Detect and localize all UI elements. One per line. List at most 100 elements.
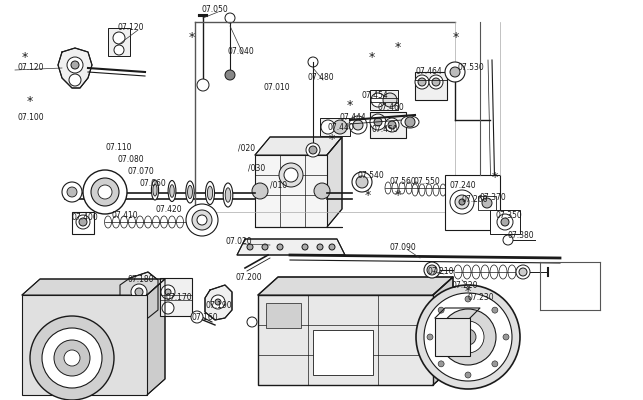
- Circle shape: [284, 168, 298, 182]
- Circle shape: [356, 176, 368, 188]
- Text: 07.530: 07.530: [458, 64, 485, 72]
- Bar: [490, 210, 520, 234]
- Polygon shape: [22, 279, 165, 295]
- Circle shape: [262, 244, 268, 250]
- Text: 07.180: 07.180: [128, 276, 154, 284]
- Bar: [266, 303, 301, 328]
- Text: 07.220: 07.220: [452, 280, 478, 290]
- Circle shape: [114, 45, 124, 55]
- Bar: [255, 155, 327, 227]
- Text: 07.090: 07.090: [390, 244, 417, 252]
- Bar: [370, 90, 398, 110]
- Ellipse shape: [208, 186, 213, 200]
- Ellipse shape: [153, 184, 157, 196]
- Circle shape: [516, 265, 530, 279]
- Polygon shape: [433, 277, 453, 385]
- Ellipse shape: [412, 184, 418, 196]
- Text: 07.444: 07.444: [340, 114, 367, 122]
- Circle shape: [71, 61, 79, 69]
- Circle shape: [67, 187, 77, 197]
- Text: 07.550: 07.550: [413, 178, 440, 186]
- Ellipse shape: [433, 184, 439, 196]
- Circle shape: [492, 307, 498, 313]
- Circle shape: [450, 190, 474, 214]
- Ellipse shape: [454, 265, 462, 279]
- Polygon shape: [120, 272, 158, 318]
- Circle shape: [438, 361, 444, 367]
- Circle shape: [333, 120, 347, 134]
- Text: 07.210: 07.210: [428, 268, 455, 276]
- Ellipse shape: [426, 184, 432, 196]
- Text: *: *: [347, 98, 353, 112]
- Bar: [72, 212, 94, 234]
- Circle shape: [429, 75, 443, 89]
- Circle shape: [450, 67, 460, 77]
- Circle shape: [309, 146, 317, 154]
- Circle shape: [416, 285, 520, 389]
- Circle shape: [424, 293, 512, 381]
- Circle shape: [383, 93, 397, 107]
- Polygon shape: [58, 48, 92, 88]
- Ellipse shape: [145, 216, 152, 228]
- Ellipse shape: [490, 265, 498, 279]
- Text: 07.540: 07.540: [358, 170, 385, 180]
- Ellipse shape: [225, 188, 231, 202]
- Circle shape: [197, 215, 207, 225]
- Circle shape: [247, 317, 257, 327]
- Circle shape: [277, 244, 283, 250]
- Ellipse shape: [399, 182, 405, 194]
- Text: *: *: [369, 52, 375, 64]
- Ellipse shape: [440, 184, 446, 196]
- Bar: [22, 295, 147, 395]
- Ellipse shape: [413, 182, 419, 194]
- Circle shape: [427, 334, 433, 340]
- Circle shape: [30, 316, 114, 400]
- Circle shape: [98, 185, 112, 199]
- Circle shape: [371, 93, 385, 107]
- Circle shape: [503, 334, 509, 340]
- Circle shape: [317, 244, 323, 250]
- Text: *: *: [365, 188, 371, 202]
- Text: *: *: [465, 286, 471, 298]
- Circle shape: [131, 284, 147, 300]
- Circle shape: [329, 244, 335, 250]
- Bar: [160, 278, 192, 316]
- Text: /010: /010: [270, 180, 287, 190]
- Text: *: *: [22, 52, 28, 64]
- Circle shape: [42, 328, 102, 388]
- Ellipse shape: [463, 265, 471, 279]
- Circle shape: [349, 116, 367, 134]
- Circle shape: [308, 57, 318, 67]
- Ellipse shape: [176, 216, 183, 228]
- Circle shape: [76, 215, 90, 229]
- Circle shape: [64, 350, 80, 366]
- Circle shape: [445, 62, 465, 82]
- Text: 07.464: 07.464: [415, 68, 442, 76]
- Circle shape: [211, 295, 225, 309]
- Text: /030: /030: [248, 164, 266, 172]
- Circle shape: [438, 307, 444, 313]
- Text: 07.440: 07.440: [328, 124, 355, 132]
- Text: 07.370: 07.370: [480, 194, 507, 202]
- Circle shape: [67, 57, 83, 73]
- Ellipse shape: [151, 180, 159, 200]
- Ellipse shape: [188, 185, 192, 198]
- Text: 07.060: 07.060: [140, 180, 167, 188]
- Text: *: *: [189, 32, 195, 44]
- Circle shape: [497, 214, 513, 230]
- Text: 07.120: 07.120: [18, 64, 44, 72]
- Polygon shape: [435, 308, 480, 318]
- Text: 07.260: 07.260: [462, 196, 489, 204]
- Ellipse shape: [170, 185, 174, 197]
- Circle shape: [460, 329, 476, 345]
- Circle shape: [418, 78, 426, 86]
- Text: /020: /020: [238, 144, 255, 152]
- Ellipse shape: [419, 184, 425, 196]
- Text: 07.560: 07.560: [390, 178, 417, 186]
- Text: 07.450: 07.450: [372, 126, 399, 134]
- Bar: [313, 330, 373, 375]
- Text: 07.080: 07.080: [118, 156, 145, 164]
- Circle shape: [370, 114, 386, 130]
- Circle shape: [135, 288, 143, 296]
- Circle shape: [197, 79, 209, 91]
